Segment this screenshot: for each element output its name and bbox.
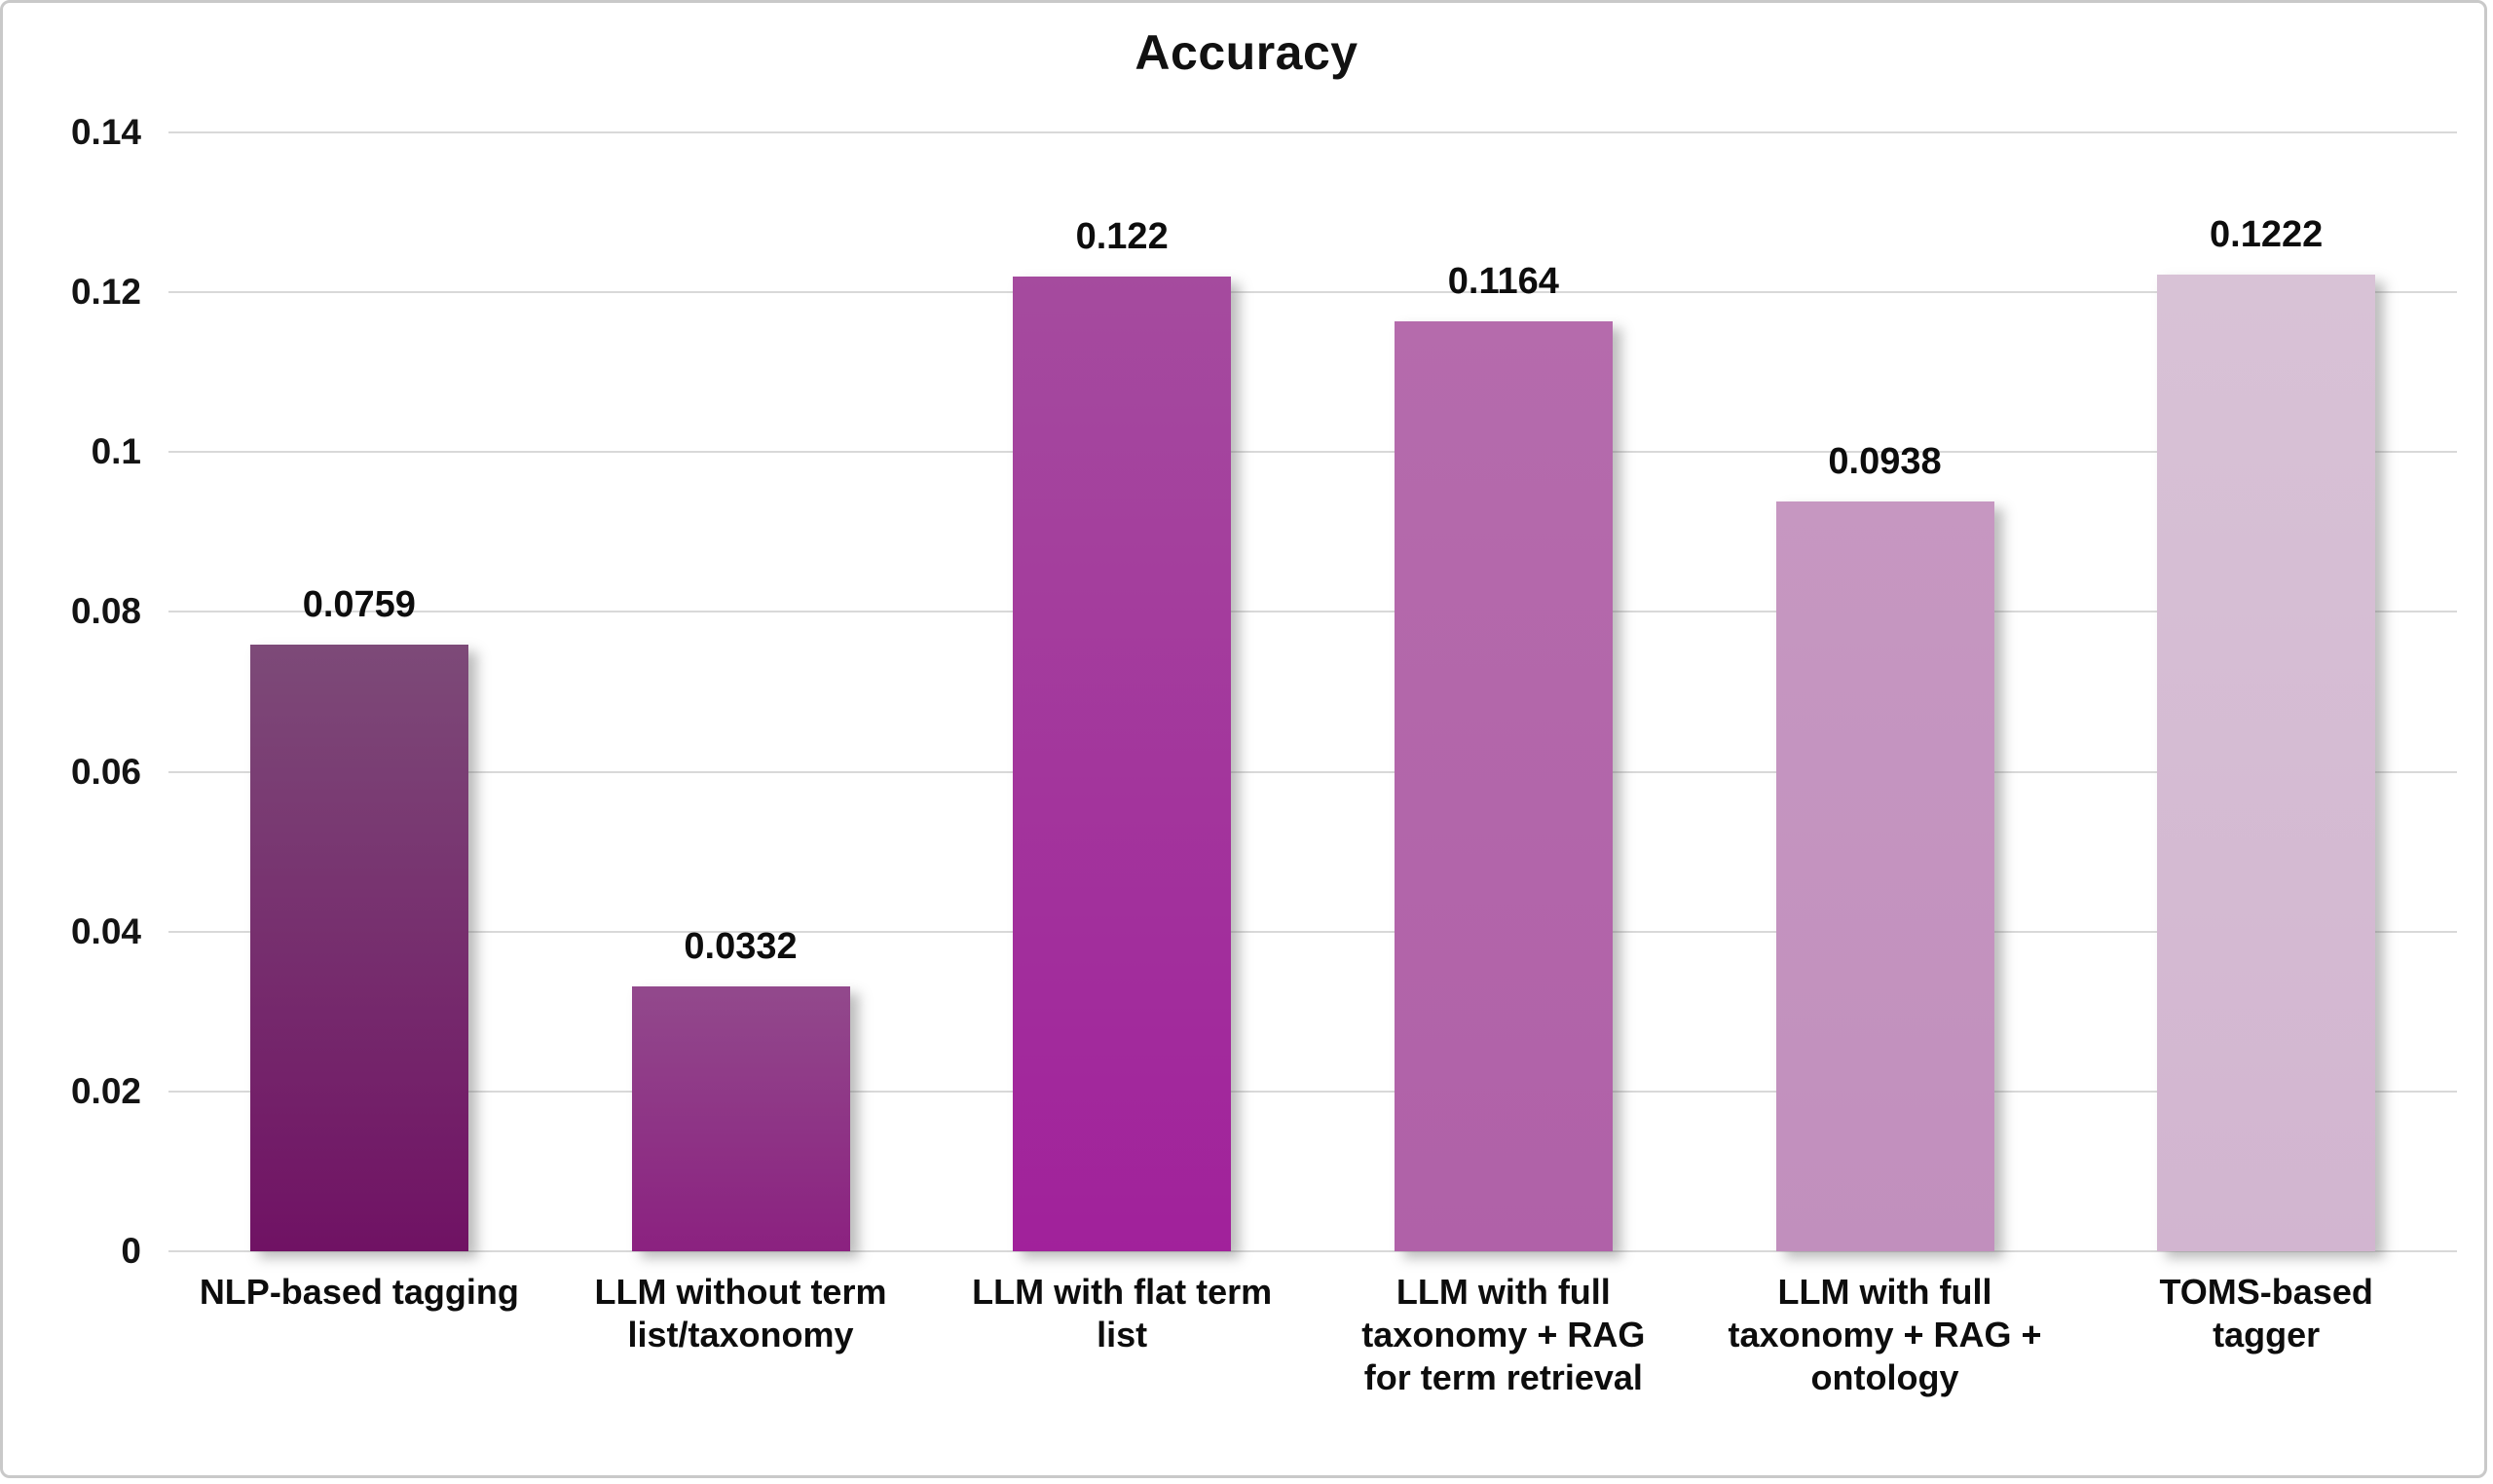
y-axis-tick-label: 0 bbox=[121, 1231, 141, 1271]
y-axis-tick-label: 0.1 bbox=[91, 431, 141, 472]
bar-6 bbox=[2157, 275, 2376, 1251]
x-axis-category-label: TOMS-based tagger bbox=[2159, 1272, 2373, 1354]
bar-value-label: 0.1164 bbox=[1447, 260, 1559, 302]
y-axis-tick-label: 0.06 bbox=[70, 751, 141, 792]
bar-4 bbox=[1394, 320, 1613, 1251]
bar-value-label: 0.0759 bbox=[302, 584, 416, 626]
gridline-0.1 bbox=[168, 451, 2457, 454]
gridline-0.08 bbox=[168, 611, 2457, 613]
bar-3 bbox=[1013, 276, 1232, 1251]
x-axis-category-label: LLM without term list/taxonomy bbox=[594, 1272, 887, 1354]
x-axis-category-label: LLM with full taxonomy + RAG + ontology bbox=[1728, 1272, 2042, 1397]
plot-area: 0 0.02 0.04 0.06 0.08 0.1 0.12 0.14 0.0759 0.033… bbox=[3, 3, 2490, 1481]
gridline-0 bbox=[168, 1250, 2457, 1252]
y-axis-tick-label: 0.12 bbox=[70, 272, 141, 313]
x-axis-category-label: LLM with full taxonomy + RAG for term re… bbox=[1361, 1272, 1646, 1397]
y-axis-tick-label: 0.02 bbox=[70, 1070, 141, 1111]
chart-title: Accuracy bbox=[1135, 25, 1358, 80]
bar-value-label: 0.1222 bbox=[2210, 214, 2324, 256]
bar-2 bbox=[631, 985, 850, 1251]
gridline-0.04 bbox=[168, 930, 2457, 933]
bar-value-label: 0.0332 bbox=[684, 925, 798, 967]
y-axis-tick-label: 0.08 bbox=[70, 591, 141, 632]
bar-value-label: 0.0938 bbox=[1828, 441, 1942, 483]
bar-5 bbox=[1775, 501, 1994, 1251]
y-axis-tick-label: 0.14 bbox=[70, 112, 141, 152]
x-axis-category-label: NLP-based tagging bbox=[199, 1272, 519, 1312]
bar-value-label: 0.122 bbox=[1075, 215, 1169, 257]
y-axis-tick-label: 0.04 bbox=[70, 910, 141, 951]
gridline-0.02 bbox=[168, 1090, 2457, 1093]
gridline-0.12 bbox=[168, 291, 2457, 294]
bar-1 bbox=[249, 645, 468, 1251]
gridline-0.14 bbox=[168, 131, 2457, 133]
gridline-0.06 bbox=[168, 770, 2457, 773]
x-axis-category-label: LLM with flat term list bbox=[972, 1272, 1273, 1354]
